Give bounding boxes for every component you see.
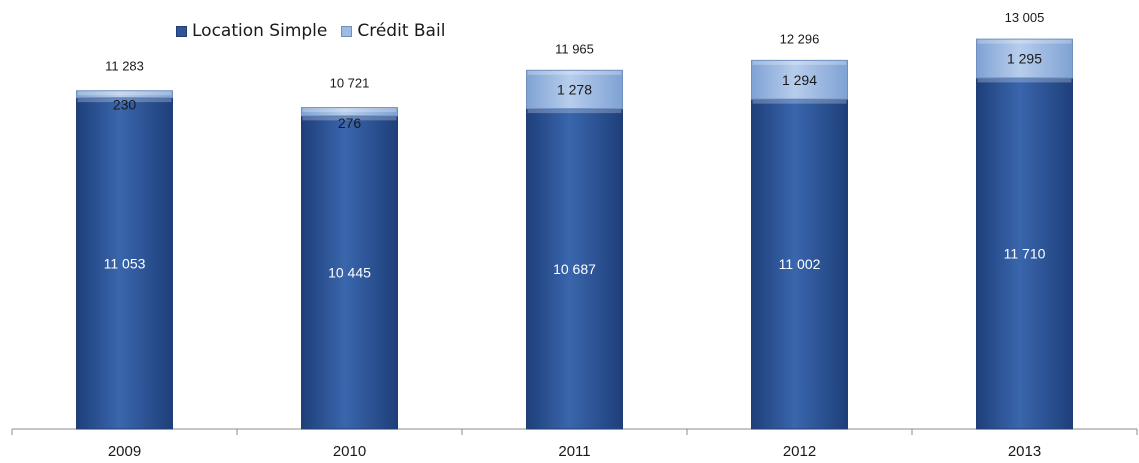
legend: Location Simple Crédit Bail (176, 20, 459, 42)
bar-location-simple-2010 (301, 115, 398, 430)
bar-credit-bail-2009 (76, 90, 173, 99)
bar-credit-bail-2013 (976, 38, 1073, 79)
bar-bevel (527, 70, 622, 75)
legend-label-location-simple: Location Simple (192, 21, 328, 41)
data-label-credit-bail-2011: 1 278 (557, 81, 592, 97)
x-tick-label-2012: 2012 (783, 443, 816, 460)
x-tick-label-2013: 2013 (1008, 443, 1041, 460)
data-label-location-simple-2011: 10 687 (553, 261, 596, 277)
bar-bevel (752, 99, 847, 104)
bar-credit-bail-2010 (301, 107, 398, 117)
total-label-2013: 13 005 (1005, 10, 1045, 25)
total-label-2010: 10 721 (330, 76, 370, 91)
x-tick-label-2010: 2010 (333, 443, 366, 460)
bar-bevel (977, 39, 1072, 44)
bar-location-simple-2011 (526, 108, 623, 430)
x-tick-label-2009: 2009 (108, 443, 141, 460)
bar-bevel (77, 98, 172, 103)
data-label-credit-bail-2010: 276 (338, 115, 362, 131)
data-label-location-simple-2013: 11 710 (1004, 245, 1046, 261)
data-label-location-simple-2012: 11 002 (779, 256, 821, 272)
total-label-2012: 12 296 (780, 31, 820, 46)
bar-bevel (302, 116, 397, 121)
bar-bevel (302, 108, 397, 113)
total-label-2009: 11 283 (105, 59, 144, 74)
legend-label-credit-bail: Crédit Bail (357, 21, 446, 41)
bar-credit-bail-2012 (751, 59, 848, 100)
bar-bevel (527, 109, 622, 114)
bar-location-simple-2013 (976, 77, 1073, 430)
total-label-2011: 11 965 (555, 41, 594, 56)
data-label-location-simple-2010: 10 445 (328, 264, 371, 280)
data-label-location-simple-2009: 11 053 (104, 255, 146, 271)
bar-credit-bail-2011 (526, 69, 623, 110)
bar-bevel (752, 60, 847, 65)
legend-swatch-location-simple (176, 25, 187, 37)
legend-swatch-credit-bail (341, 25, 353, 37)
legend-item-credit-bail: Crédit Bail (341, 21, 445, 41)
data-label-credit-bail-2012: 1 294 (782, 72, 817, 88)
legend-item-location-simple: Location Simple (176, 21, 327, 41)
bar-bevel (77, 91, 172, 96)
x-tick-label-2011: 2011 (558, 443, 590, 460)
data-label-credit-bail-2013: 1 295 (1007, 51, 1042, 67)
bar-bevel (977, 78, 1072, 83)
data-label-credit-bail-2009: 230 (113, 97, 137, 113)
